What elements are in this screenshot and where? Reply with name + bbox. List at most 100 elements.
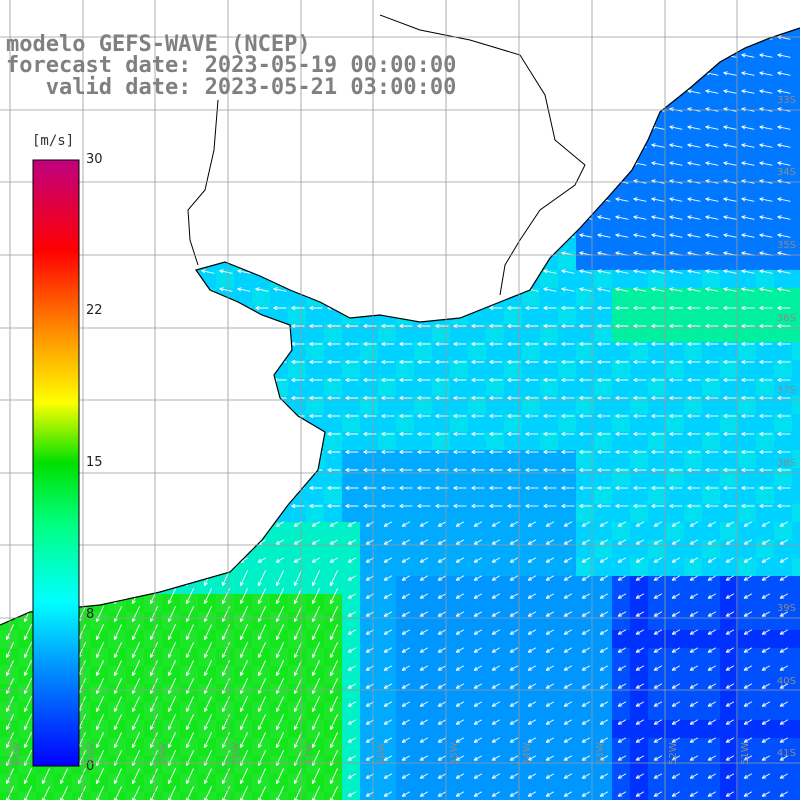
wind-arrow xyxy=(597,35,611,40)
wind-arrow xyxy=(725,575,735,581)
wind-arrow xyxy=(22,18,35,22)
wind-arrow xyxy=(741,323,755,329)
wind-arrow xyxy=(255,359,269,365)
wind-arrow xyxy=(327,341,341,347)
wind-arrow xyxy=(111,179,125,184)
wind-arrow xyxy=(651,395,665,401)
wind-arrow xyxy=(111,341,125,347)
colorbar-tick: 15 xyxy=(86,455,103,470)
wind-arrow xyxy=(741,35,755,40)
wind-arrow xyxy=(94,18,107,22)
wind-arrow xyxy=(417,377,431,383)
wind-arrow xyxy=(725,521,735,527)
wind-arrow xyxy=(687,485,701,491)
wind-arrow xyxy=(453,503,467,509)
wind-arrow xyxy=(473,629,483,635)
wind-arrow xyxy=(471,323,485,329)
wind-arrow xyxy=(581,629,591,635)
wind-arrow xyxy=(165,269,179,274)
wind-arrow xyxy=(93,485,107,491)
wind-arrow xyxy=(167,588,177,605)
wind-arrow xyxy=(759,89,773,94)
wind-arrow xyxy=(237,395,251,401)
wind-arrow xyxy=(759,71,773,76)
wind-arrow xyxy=(309,179,323,184)
wind-arrow xyxy=(453,377,467,383)
lon-label: 60W xyxy=(86,742,97,765)
wind-arrow xyxy=(111,161,125,166)
wind-arrow xyxy=(597,449,611,455)
wind-arrow xyxy=(293,557,303,563)
wind-arrow xyxy=(779,611,789,617)
wind-arrow xyxy=(383,629,393,635)
wind-arrow xyxy=(201,341,215,347)
wind-arrow xyxy=(707,611,717,617)
wind-arrow xyxy=(579,467,593,473)
wind-arrow xyxy=(545,557,555,563)
wind-arrow xyxy=(669,467,683,473)
wind-arrow xyxy=(329,588,339,605)
wind-arrow xyxy=(131,570,141,587)
wind-arrow xyxy=(635,521,645,527)
wind-arrow xyxy=(381,467,395,473)
wind-arrow xyxy=(579,125,593,130)
wind-arrow xyxy=(129,341,143,347)
wind-arrow xyxy=(653,593,663,599)
wind-arrow xyxy=(633,125,647,130)
wind-arrow xyxy=(311,539,321,545)
wind-arrow xyxy=(507,413,521,419)
wind-arrow xyxy=(705,395,719,401)
wind-arrow xyxy=(687,467,701,473)
wind-arrow xyxy=(345,485,359,491)
wind-arrow xyxy=(561,125,575,130)
wind-arrow xyxy=(597,215,611,220)
wind-arrow xyxy=(363,269,377,274)
wind-arrow xyxy=(471,413,485,419)
wind-arrow xyxy=(166,18,179,22)
wind-arrow xyxy=(543,377,557,383)
wind-arrow xyxy=(723,269,737,274)
wind-arrow xyxy=(653,521,663,527)
wind-arrow xyxy=(491,539,501,545)
wind-arrow xyxy=(741,449,755,455)
wind-arrow xyxy=(273,197,287,202)
wind-arrow xyxy=(165,161,179,166)
wind-arrow xyxy=(653,629,663,635)
wind-arrow xyxy=(399,107,413,112)
wind-arrow xyxy=(651,89,665,94)
wind-arrow xyxy=(417,395,431,401)
wind-arrow xyxy=(525,89,539,94)
wind-arrow xyxy=(597,323,611,329)
wind-arrow xyxy=(381,485,395,491)
wind-arrow xyxy=(579,233,593,238)
wind-arrow xyxy=(507,179,521,184)
wind-arrow xyxy=(723,413,737,419)
wind-arrow xyxy=(239,521,249,527)
wind-arrow xyxy=(275,570,285,587)
wind-arrow xyxy=(617,539,627,545)
wind-arrow xyxy=(219,359,233,365)
wind-arrow xyxy=(599,593,609,599)
wind-arrow xyxy=(399,305,413,311)
wind-arrow xyxy=(597,485,611,491)
wind-arrow xyxy=(707,575,717,581)
wind-arrow xyxy=(185,539,195,545)
wind-arrow xyxy=(435,143,449,148)
wind-arrow xyxy=(237,161,251,166)
wind-arrow xyxy=(615,53,629,58)
wind-arrow xyxy=(219,287,233,292)
wind-arrow xyxy=(759,143,773,148)
wind-arrow xyxy=(417,161,431,166)
wind-arrow xyxy=(165,377,179,383)
wind-arrow xyxy=(615,215,629,220)
wind-arrow xyxy=(255,413,269,419)
wind-arrow xyxy=(669,287,683,292)
wind-arrow xyxy=(561,467,575,473)
wind-arrow xyxy=(363,395,377,401)
wind-arrow xyxy=(723,323,737,329)
wind-arrow xyxy=(563,629,573,635)
wind-arrow xyxy=(779,593,789,599)
wind-arrow xyxy=(113,539,123,545)
wind-arrow xyxy=(417,269,431,274)
wind-arrow xyxy=(201,179,215,184)
